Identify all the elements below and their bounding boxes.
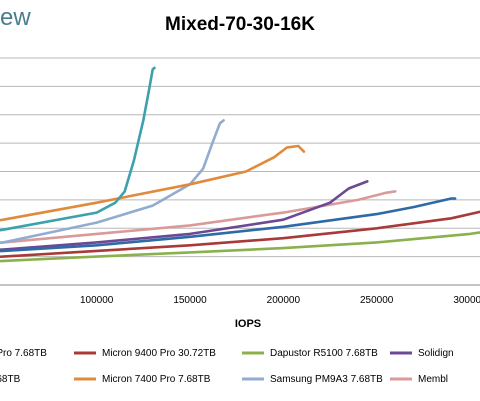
series-line	[0, 190, 397, 244]
legend-label: Membl	[418, 374, 448, 385]
legend-label: 0 Pro 7.68TB	[0, 348, 47, 359]
chart-title: Mixed-70-30-16K	[165, 14, 315, 35]
series-line	[0, 180, 369, 252]
legend-label: 7.68TB	[0, 374, 21, 385]
x-tick-label: 100000	[80, 295, 114, 306]
legend-label: Micron 9400 Pro 30.72TB	[102, 348, 216, 359]
x-tick-label: 300000	[453, 295, 480, 306]
series-line	[0, 144, 306, 222]
series-line	[0, 210, 480, 259]
legend: 0 Pro 7.68TB Micron 9400 Pro 30.72TB Dapus…	[0, 348, 454, 385]
x-tick-label: 150000	[173, 295, 207, 306]
x-axis-title: IOPS	[235, 318, 261, 330]
watermark-logo-text: ew	[0, 4, 31, 31]
x-tick-label: 250000	[360, 295, 394, 306]
x-tick-label: 200000	[267, 295, 301, 306]
series-line	[0, 66, 156, 232]
legend-label: Samsung PM9A3 7.68TB	[270, 374, 383, 385]
grid-lines	[0, 57, 480, 258]
legend-label: Micron 7400 Pro 7.68TB	[102, 374, 211, 385]
series-lines	[0, 66, 480, 263]
legend-label: Solidign	[418, 348, 454, 359]
legend-label: Dapustor R5100 7.68TB	[270, 348, 378, 359]
series-line	[0, 231, 480, 263]
series-line	[0, 197, 457, 253]
x-tick-labels: 100000 150000 200000 250000 300000	[80, 295, 480, 306]
